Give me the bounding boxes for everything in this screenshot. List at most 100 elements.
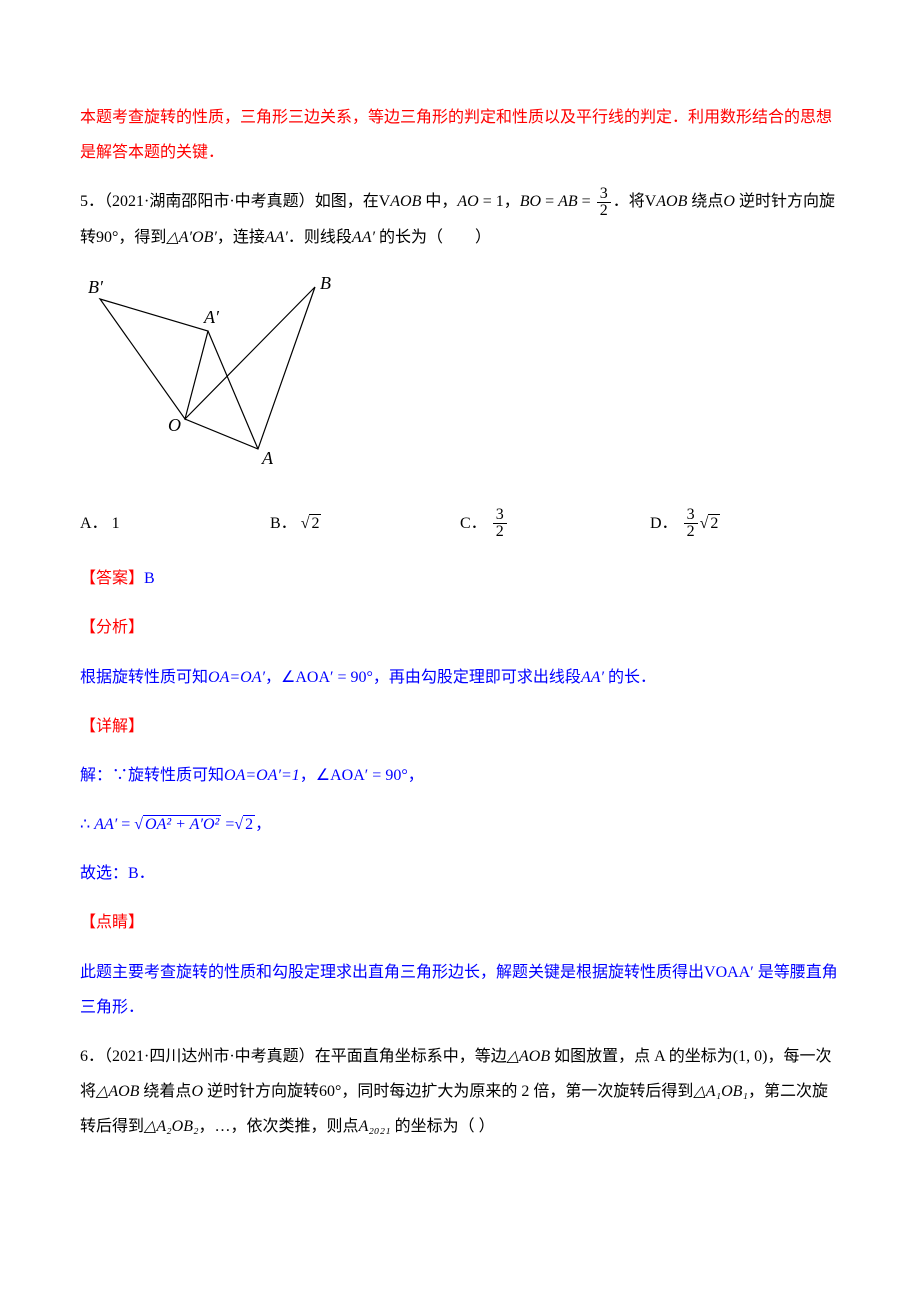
q6-1: 在平面直角坐标系中，等边 — [315, 1048, 507, 1065]
eq2-lhs: BO — [520, 193, 541, 210]
option-a-val: 1 — [112, 506, 120, 541]
analysis-label: 【分析】 — [80, 610, 840, 645]
point-text: 此题主要考查旋转的性质和勾股定理求出直角三角形边长，解题关键是根据旋转性质得出V… — [80, 955, 840, 1025]
det-2b: ， — [255, 816, 271, 833]
tri-aob-1: AOB — [390, 193, 421, 210]
label-o: O — [168, 415, 181, 435]
point-label: 【点睛】 — [80, 905, 840, 940]
q5-label: 5． — [80, 193, 104, 210]
q5-figure: B′ A′ B O A — [80, 269, 840, 482]
point-o: O — [723, 193, 735, 210]
q6-o: O — [191, 1083, 203, 1100]
tri-a1ob1: △A′OB′ — [166, 229, 216, 246]
label-bp: B′ — [88, 277, 104, 297]
detail-3: 故选：B． — [80, 856, 840, 891]
q5-mid2: ．将 — [613, 193, 645, 210]
ana-1a: 根据旋转性质可知 — [80, 669, 208, 686]
detail-label: 【详解】 — [80, 709, 840, 744]
det-1b: OA=OA′=1 — [224, 767, 300, 784]
detail-1: 解：∵旋转性质可知OA=OA′=1，∠AOA′ = 90°， — [80, 758, 840, 793]
q5-mid6: ，连接 — [217, 229, 265, 246]
q5-svg: B′ A′ B O A — [80, 269, 340, 469]
q6-coord: (1, 0) — [733, 1048, 768, 1065]
poly-bp-ap-o — [100, 299, 208, 419]
ana-1d: ，再由勾股定理即可求出线段 — [373, 669, 581, 686]
q6-4: 绕着点 — [139, 1083, 191, 1100]
q5-answer-row: 【答案】B — [80, 561, 840, 596]
q5-mid3: 绕点 — [687, 193, 723, 210]
option-b-sqrt: 2 — [301, 506, 322, 541]
answer-val: B — [144, 570, 155, 587]
q6-9: 的坐标为（ ） — [391, 1118, 495, 1135]
triangle-sym-2: V — [645, 193, 657, 210]
det-1c: ， — [300, 767, 316, 784]
q5-mid1: 中， — [421, 193, 457, 210]
tri-aob-2: AOB — [656, 193, 687, 210]
triangle-sym-1: V — [379, 193, 391, 210]
q5-options: A． 1 B． 2 C． 32 D． 322 — [80, 506, 840, 541]
option-a: A． 1 — [80, 506, 270, 541]
det-2a: ∴ — [80, 816, 90, 833]
q6-tri2: △A₂OB₂ — [144, 1118, 199, 1135]
eq2-eq2: = — [578, 193, 595, 210]
q5-end2: 的长为（ ） — [375, 229, 491, 246]
analysis-text: 根据旋转性质可知OA=OA′，∠AOA′ = 90°，再由勾股定理即可求出线段A… — [80, 660, 840, 695]
q5-stem: 5．（2021·湖南邵阳市·中考真题）如图，在VAOB 中，AO = 1，BO … — [80, 184, 840, 254]
det-1a: 解：∵旋转性质可知 — [80, 767, 224, 784]
option-b: B． 2 — [270, 506, 460, 541]
q6-2: 如图放置，点 A 的坐标为 — [550, 1048, 733, 1065]
eq1-eq: = — [479, 193, 496, 210]
q5-end: ．则线段 — [288, 229, 352, 246]
option-d: D． 322 — [650, 506, 840, 541]
eq2-eq1: = — [541, 193, 558, 210]
q6-stem: 6．（2021·四川达州市·中考真题）在平面直角坐标系中，等边△AOB 如图放置… — [80, 1039, 840, 1145]
q6-tri1: △A₁OB₁ — [693, 1083, 748, 1100]
q5-mid5: ，得到 — [118, 229, 166, 246]
option-d-frac: 32 — [684, 507, 698, 540]
angle-90: 90° — [96, 229, 118, 246]
q6-tri-b: △AOB — [96, 1083, 139, 1100]
q6-5: 逆时针方向旋转 — [203, 1083, 319, 1100]
ana-1c: ， — [265, 669, 281, 686]
q6-an: A₂₀₂₁ — [359, 1118, 391, 1135]
eq2-mid: AB — [558, 193, 578, 210]
q6-source: （2021·四川达州市·中考真题） — [104, 1048, 315, 1065]
q6-6: ，同时每边扩大为原来的 2 倍，第一次旋转后得到 — [341, 1083, 693, 1100]
pt-1a: 此题主要考查旋转的性质和勾股定理求出直角三角形边长，解题关键是根据旋转性质得出 — [80, 964, 704, 981]
option-a-label: A． — [80, 506, 108, 541]
det-1d: ， — [408, 767, 424, 784]
det-angle: ∠AOA′ = 90° — [316, 767, 408, 784]
option-d-label: D． — [650, 506, 678, 541]
q5-pre: 如图，在 — [315, 193, 379, 210]
detail-2: ∴ AA′ = OA² + A′O² =2， — [80, 807, 840, 842]
seg-aa1: AA′ — [265, 229, 288, 246]
seg-aa1b: AA′ — [352, 229, 375, 246]
det-2-sqrt2: 2 — [234, 807, 255, 842]
ana-1e: 的长． — [604, 669, 656, 686]
ana諸-aa: AA′ — [581, 669, 604, 686]
option-d-sqrt: 2 — [700, 506, 721, 541]
q6-8: ，…，依次类推，则点 — [199, 1118, 359, 1135]
det-2-eq1: = — [121, 816, 134, 833]
pt-tri: VOAA′ — [704, 964, 754, 981]
option-c: C． 32 — [460, 506, 650, 541]
eq1-rhs: 1 — [496, 193, 504, 210]
q6-tri: △AOB — [507, 1048, 550, 1065]
q5-source: （2021·湖南邵阳市·中考真题） — [104, 193, 315, 210]
q6-label: 6． — [80, 1048, 104, 1065]
frac-3-2: 32 — [597, 186, 611, 219]
det-2-sqrt1: OA² + A′O² — [134, 807, 221, 842]
ana-1b: OA=OA′ — [208, 669, 265, 686]
option-b-label: B． — [270, 506, 297, 541]
label-b: B — [320, 273, 331, 293]
top-note: 本题考查旋转的性质，三角形三边关系，等边三角形的判定和性质以及平行线的判定．利用… — [80, 100, 840, 170]
label-a: A — [261, 448, 274, 468]
det-2-eq2: = — [225, 816, 234, 833]
option-c-frac: 32 — [493, 507, 507, 540]
q6-60: 60° — [319, 1083, 341, 1100]
option-c-label: C． — [460, 506, 487, 541]
det-2-lhs: AA′ — [94, 816, 117, 833]
answer-label: 【答案】 — [80, 570, 144, 587]
label-ap: A′ — [203, 307, 220, 327]
ana-angle: ∠AOA′ = 90° — [281, 669, 373, 686]
